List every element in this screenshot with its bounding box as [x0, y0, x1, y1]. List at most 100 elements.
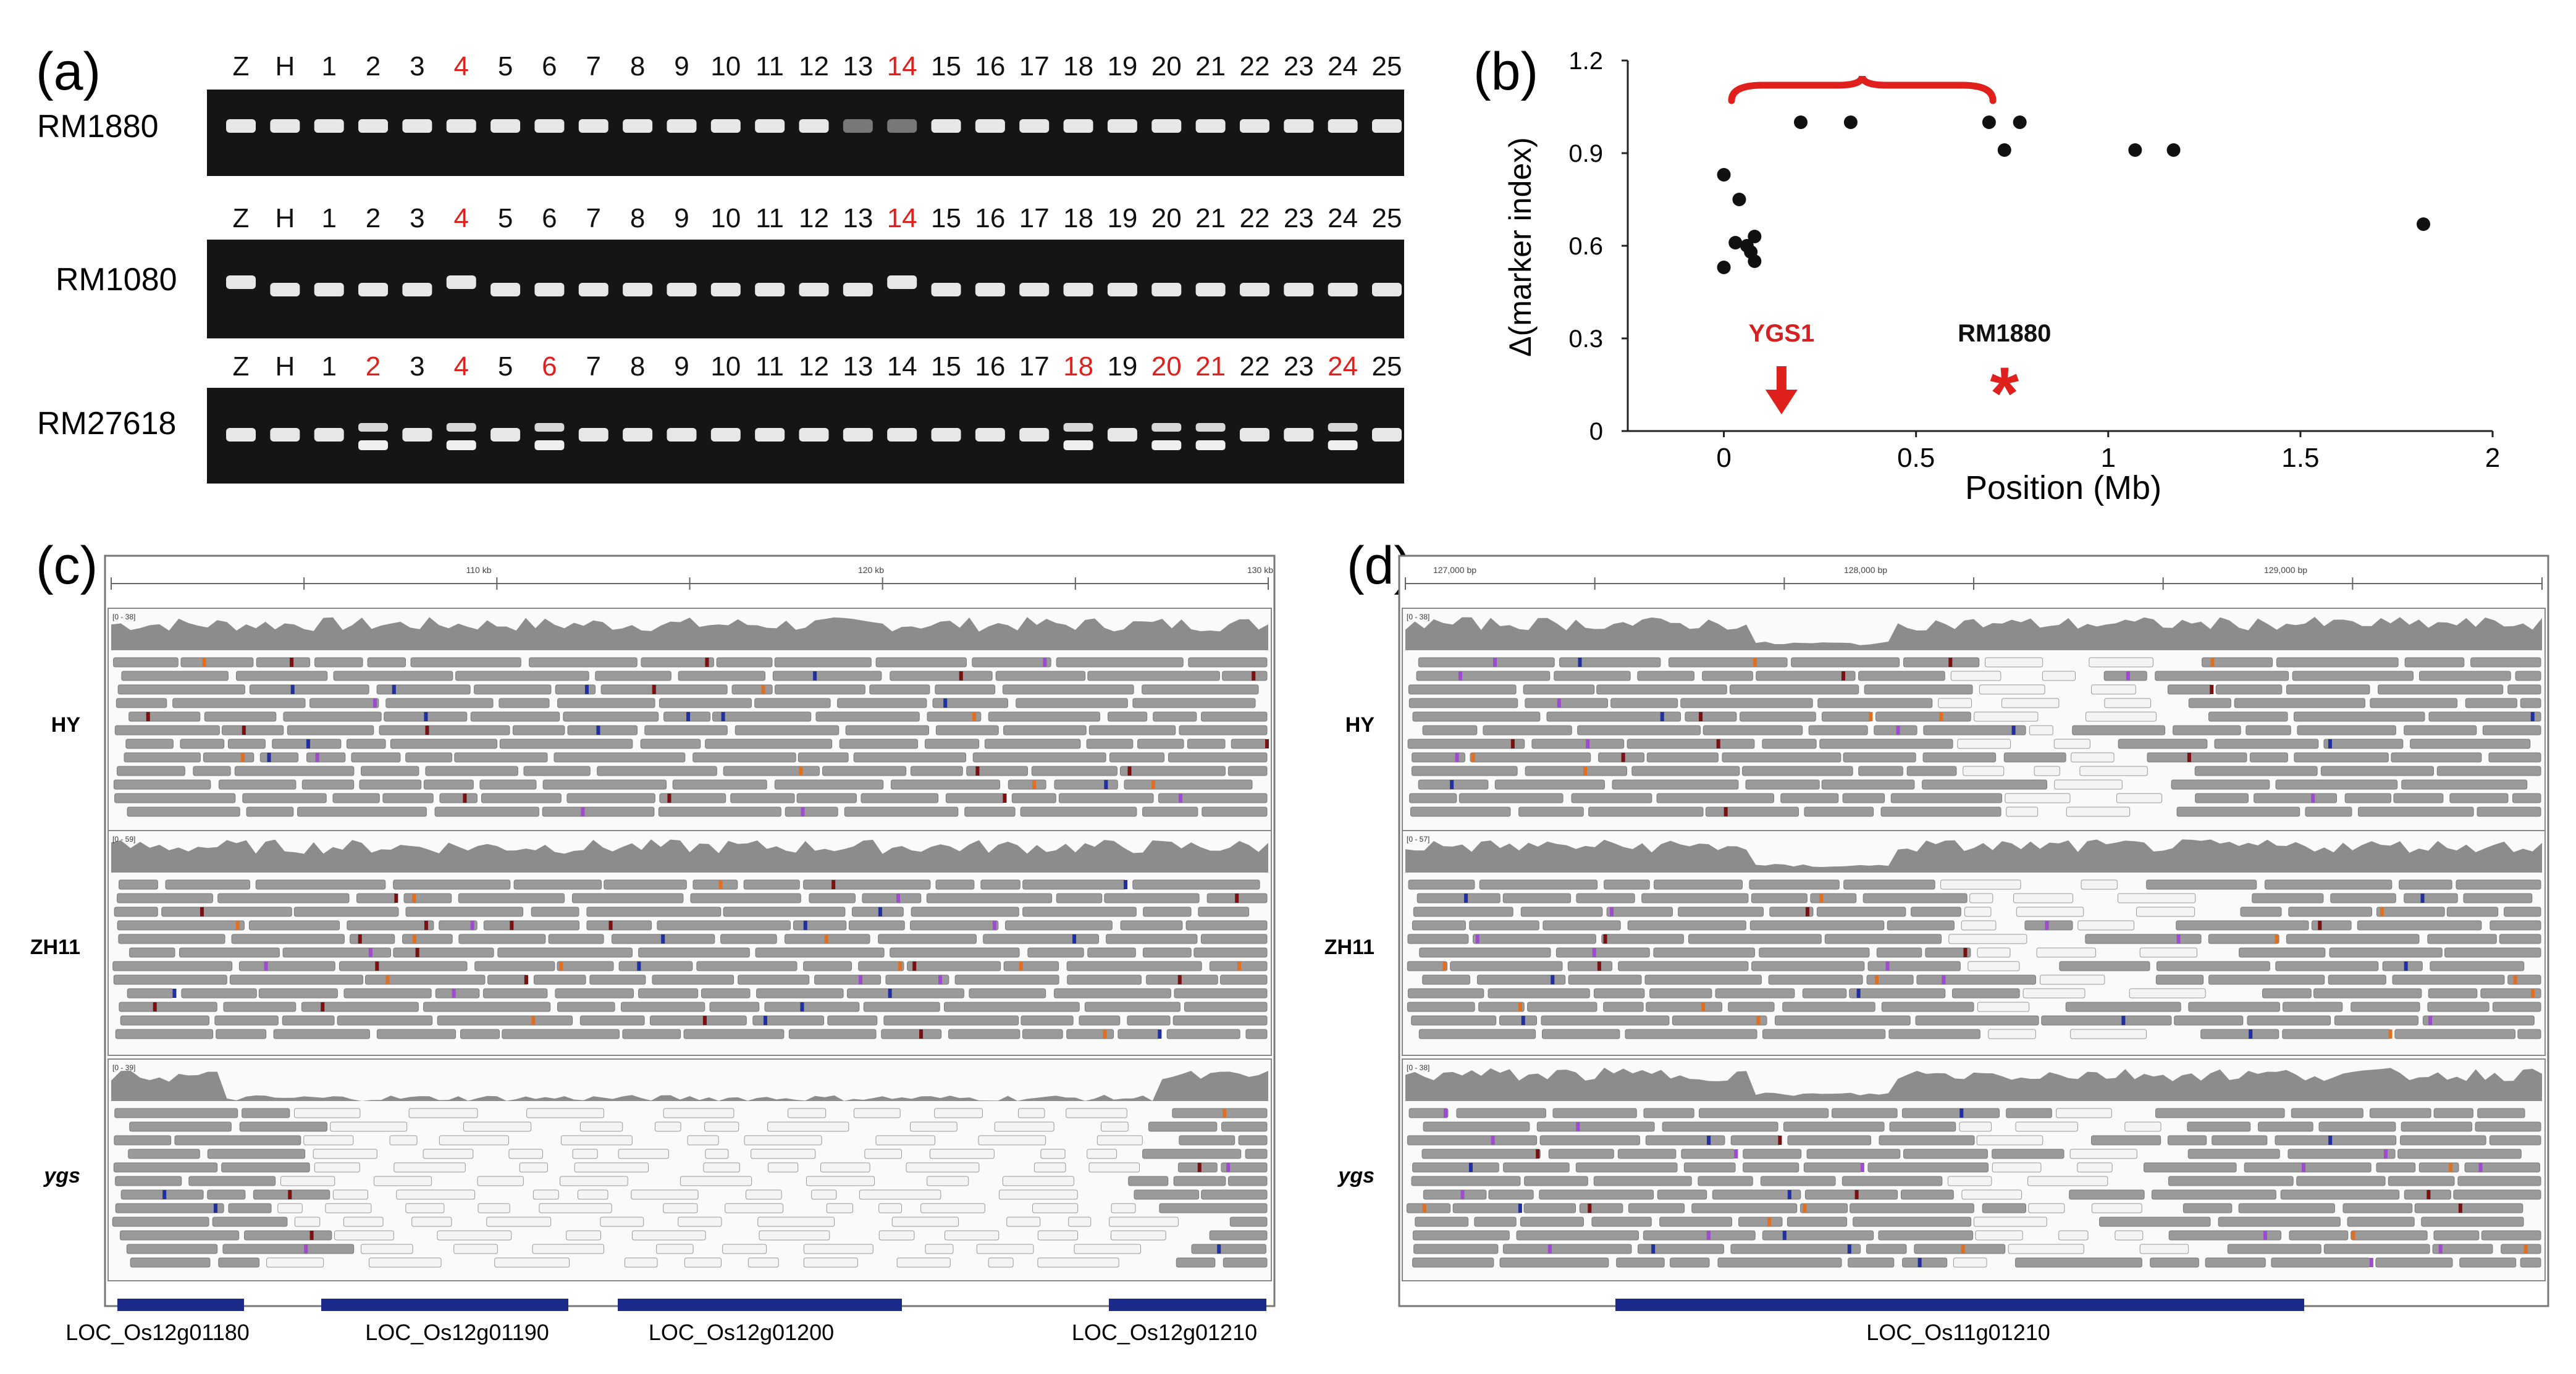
read	[523, 766, 591, 776]
read	[1593, 1176, 1692, 1186]
read	[1571, 793, 1652, 803]
read	[1191, 1244, 1266, 1254]
read	[2520, 1257, 2541, 1268]
read	[1079, 1015, 1121, 1026]
gene-label: LOC_Os12g01180	[65, 1320, 250, 1345]
mismatch-mark	[718, 880, 723, 889]
read	[684, 1257, 722, 1268]
read	[1410, 806, 1511, 817]
mismatch-mark	[800, 1002, 804, 1012]
lane-label: 20	[1151, 351, 1182, 382]
read	[2167, 1135, 2207, 1146]
read	[1411, 1015, 1497, 1026]
lane-label: 24	[1328, 351, 1358, 382]
read	[1068, 1217, 1092, 1227]
mismatch-mark	[241, 753, 245, 762]
read	[255, 879, 386, 890]
read	[231, 934, 345, 944]
read	[301, 1002, 419, 1012]
read	[2334, 1015, 2418, 1026]
read	[2488, 752, 2541, 763]
gel-band	[843, 428, 873, 442]
read	[1032, 1203, 1079, 1213]
mismatch-mark	[2458, 1204, 2462, 1213]
lane-label: 24	[1328, 203, 1358, 233]
read	[1806, 1149, 1901, 1159]
lane-label: 17	[1019, 51, 1050, 82]
mismatch-mark	[321, 1002, 325, 1012]
read	[2239, 947, 2326, 958]
read	[586, 907, 722, 917]
read	[935, 725, 999, 735]
gel-band	[710, 283, 741, 296]
mismatch-mark	[413, 934, 417, 944]
read	[972, 752, 1106, 763]
read	[1134, 1189, 1200, 1200]
gel-band	[667, 283, 697, 296]
read	[2252, 893, 2324, 903]
read	[2053, 739, 2090, 749]
mismatch-mark	[2438, 1244, 2443, 1254]
gel-marker-label: RM1080	[56, 262, 177, 298]
read	[983, 934, 1100, 944]
read	[1961, 920, 1997, 931]
data-point	[2417, 217, 2430, 231]
read	[638, 988, 699, 999]
gel-band	[667, 428, 697, 442]
read	[2499, 934, 2541, 944]
read	[920, 1203, 985, 1213]
genome-ruler: 110 kb 120 kb 130 kb	[111, 565, 1273, 590]
gel-band	[1328, 283, 1358, 296]
read	[223, 1002, 297, 1012]
x-tick-label: 1.5	[2281, 443, 2319, 473]
read	[1863, 893, 1968, 903]
read	[2194, 766, 2318, 776]
mismatch-mark	[2478, 1163, 2483, 1172]
read	[1738, 1217, 1783, 1227]
lane-label: 14	[887, 351, 917, 382]
read	[1802, 988, 1847, 999]
read	[394, 1162, 466, 1173]
read	[1412, 920, 1466, 931]
read	[256, 657, 311, 668]
read	[1603, 1002, 1644, 1012]
read	[532, 1244, 605, 1254]
gel-band	[799, 119, 829, 133]
lane-label: 9	[674, 203, 689, 233]
lane-label: 15	[931, 351, 961, 382]
read	[2422, 1015, 2535, 1026]
mismatch-mark	[1491, 1136, 1495, 1145]
mismatch-mark	[938, 975, 943, 984]
read	[2347, 1217, 2415, 1227]
read	[1188, 657, 1268, 668]
read	[1108, 711, 1148, 722]
gel-band	[578, 119, 608, 133]
panel-b-chart: (b) 0 0.3 0.6 0.9 1.2 0 0.5 1 1.5 2 Δ(marker ind…	[1473, 42, 2500, 506]
read	[932, 698, 1009, 708]
read	[1685, 711, 1737, 722]
mismatch-mark	[1043, 658, 1047, 667]
gel-band	[931, 119, 961, 133]
read	[1084, 1002, 1181, 1012]
read	[1728, 1002, 1775, 1012]
lane-label: H	[275, 203, 295, 233]
read	[2085, 711, 2157, 722]
read	[1791, 657, 1900, 668]
read	[1148, 1121, 1218, 1132]
mismatch-mark	[824, 934, 828, 944]
read	[574, 1162, 649, 1173]
read	[1680, 698, 1813, 708]
track-range: [0 - 39]	[112, 1063, 135, 1072]
track-sample-label: ZH11	[30, 936, 80, 959]
mismatch-mark	[1660, 712, 1664, 721]
gel-band	[799, 428, 829, 442]
read	[815, 711, 920, 722]
read	[1601, 934, 1684, 944]
mismatch-mark	[1948, 658, 1953, 667]
read	[120, 1189, 204, 1200]
read	[2305, 806, 2352, 817]
read	[890, 947, 1020, 958]
read	[364, 974, 486, 985]
read	[600, 1217, 644, 1227]
read	[532, 1189, 559, 1200]
